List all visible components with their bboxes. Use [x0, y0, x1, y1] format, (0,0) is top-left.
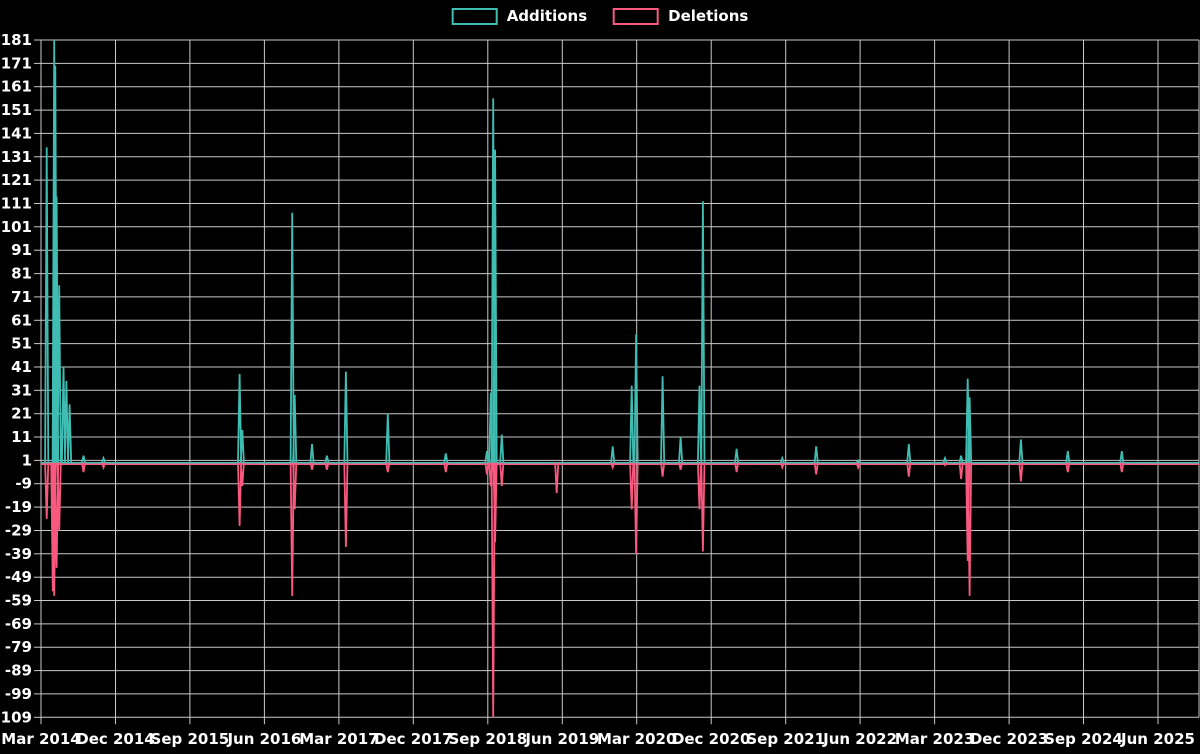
- x-tick-label: Mar 2020: [597, 730, 676, 748]
- y-tick-label: 71: [11, 288, 32, 306]
- y-tick-label: 171: [1, 54, 32, 72]
- x-tick-label: Mar 2014: [1, 730, 80, 748]
- x-tick-label: Jun 2016: [226, 730, 301, 748]
- y-tick-label: 101: [1, 218, 32, 236]
- y-tick-label: 41: [11, 358, 32, 376]
- y-tick-label: -89: [5, 662, 32, 680]
- x-tick-label: Dec 2014: [76, 730, 155, 748]
- legend-item-additions[interactable]: Additions: [451, 7, 588, 25]
- x-tick-label: Mar 2017: [299, 730, 378, 748]
- x-tick-label: Jun 2025: [1120, 730, 1195, 748]
- y-tick-label: -109: [0, 708, 32, 726]
- y-tick-label: -59: [5, 592, 32, 610]
- y-tick-label: 21: [11, 405, 32, 423]
- x-tick-label: Sep 2024: [1044, 730, 1123, 748]
- y-tick-label: 141: [1, 124, 32, 142]
- y-tick-label: 161: [1, 78, 32, 96]
- x-tick-label: Sep 2021: [746, 730, 825, 748]
- x-tick-label: Dec 2023: [970, 730, 1049, 748]
- y-tick-label: 121: [1, 171, 32, 189]
- legend-label: Additions: [506, 7, 588, 25]
- y-tick-label: -69: [5, 615, 32, 633]
- y-tick-label: -19: [5, 498, 32, 516]
- legend-swatch-additions: [451, 8, 498, 25]
- chart-legend: Additions Deletions: [451, 7, 748, 25]
- y-tick-label: 11: [11, 428, 32, 446]
- deletions-series: [44, 462, 1125, 718]
- x-tick-label: Sep 2018: [448, 730, 527, 748]
- y-tick-label: 81: [11, 265, 32, 283]
- legend-swatch-deletions: [613, 8, 660, 25]
- y-tick-label: -49: [5, 568, 32, 586]
- x-tick-label: Dec 2017: [374, 730, 453, 748]
- y-tick-label: -29: [5, 522, 32, 540]
- y-tick-label: -79: [5, 638, 32, 656]
- x-tick-label: Jun 2019: [524, 730, 599, 748]
- y-tick-label: 111: [1, 195, 32, 213]
- y-tick-label: 151: [1, 101, 32, 119]
- y-tick-label: 1: [22, 451, 32, 469]
- y-tick-label: 51: [11, 335, 32, 353]
- y-tick-label: 61: [11, 311, 32, 329]
- x-tick-label: Sep 2015: [151, 730, 230, 748]
- x-tick-label: Mar 2023: [895, 730, 974, 748]
- y-tick-label: 181: [1, 31, 32, 49]
- y-tick-label: -99: [5, 685, 32, 703]
- y-tick-label: -9: [15, 475, 32, 493]
- additions-series: [44, 39, 1125, 464]
- y-tick-label: 31: [11, 381, 32, 399]
- x-tick-label: Jun 2022: [822, 730, 897, 748]
- y-tick-label: 131: [1, 148, 32, 166]
- legend-label: Deletions: [668, 7, 749, 25]
- legend-item-deletions[interactable]: Deletions: [613, 8, 748, 25]
- y-tick-label: 91: [11, 241, 32, 259]
- y-tick-label: -39: [5, 545, 32, 563]
- x-tick-label: Dec 2020: [672, 730, 751, 748]
